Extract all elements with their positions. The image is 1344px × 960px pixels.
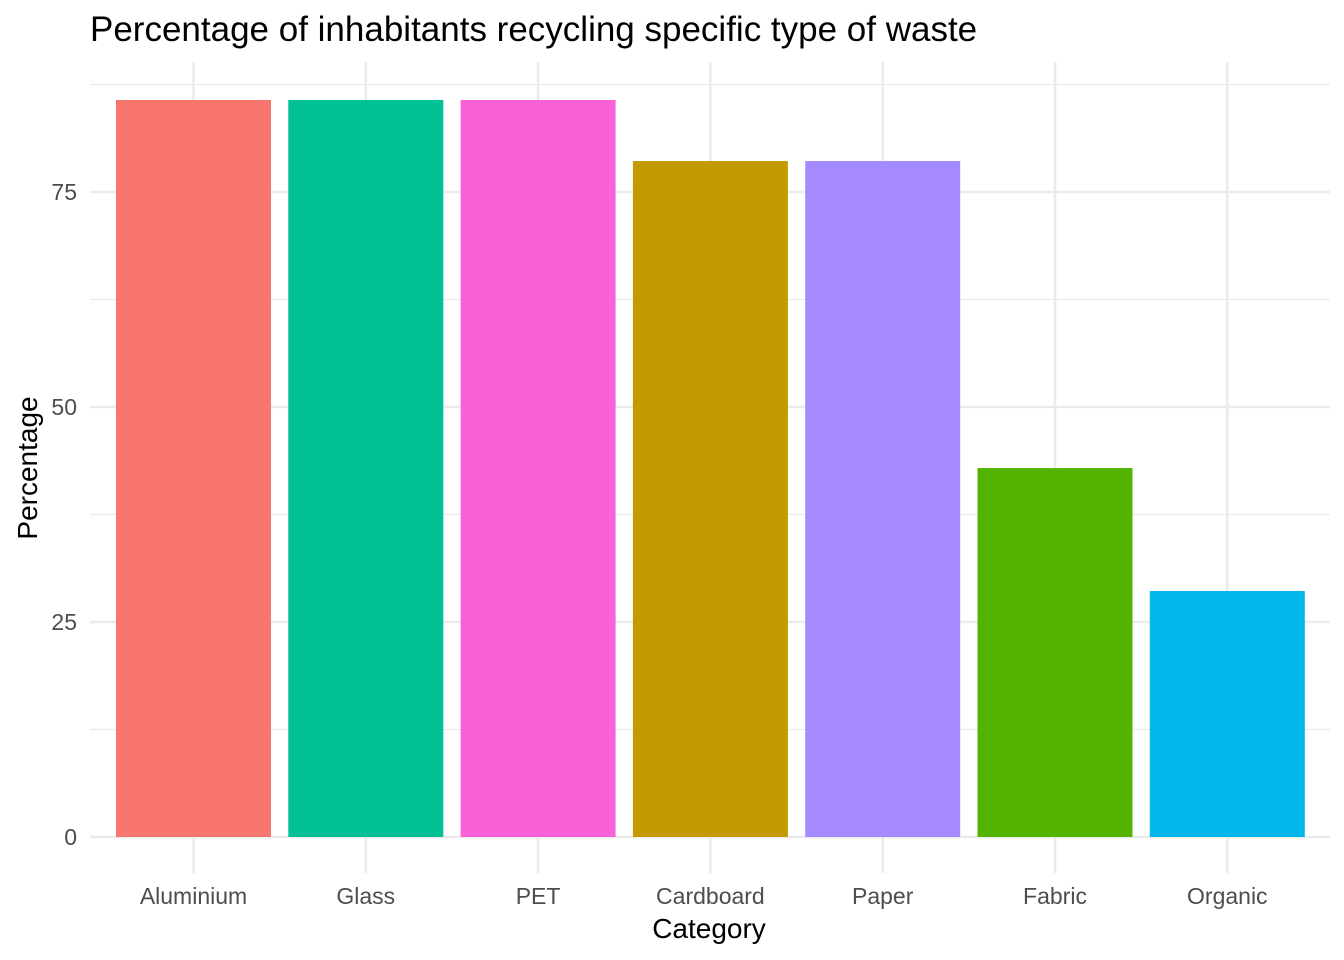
x-axis-ticks: Aluminium Glass PET Cardboard Paper Fabric Org…: [140, 883, 1268, 909]
x-tick-label: PET: [516, 883, 561, 909]
bar-pet: [460, 99, 616, 838]
y-tick-label: 0: [64, 824, 77, 850]
x-tick-label: Fabric: [1023, 883, 1087, 909]
bar-aluminium: [116, 99, 271, 838]
x-axis-title: Category: [652, 913, 766, 944]
x-tick-label: Glass: [336, 883, 395, 909]
x-tick-label: Aluminium: [140, 883, 247, 909]
x-tick-label: Organic: [1187, 883, 1268, 909]
bar-cardboard: [632, 161, 788, 838]
bar-glass: [288, 99, 444, 838]
y-tick-label: 50: [51, 394, 77, 420]
x-tick-label: Paper: [852, 883, 914, 909]
y-axis-ticks: 0 25 50 75: [51, 179, 77, 850]
chart-title: Percentage of inhabitants recycling spec…: [90, 10, 977, 49]
bars: [116, 99, 1305, 838]
x-tick-label: Cardboard: [656, 883, 765, 909]
y-axis-title: Percentage: [12, 396, 43, 539]
y-tick-label: 75: [51, 179, 77, 205]
bar-paper: [805, 161, 961, 838]
y-tick-label: 25: [51, 609, 77, 635]
bar-organic: [1149, 591, 1305, 837]
bar-fabric: [977, 468, 1133, 837]
